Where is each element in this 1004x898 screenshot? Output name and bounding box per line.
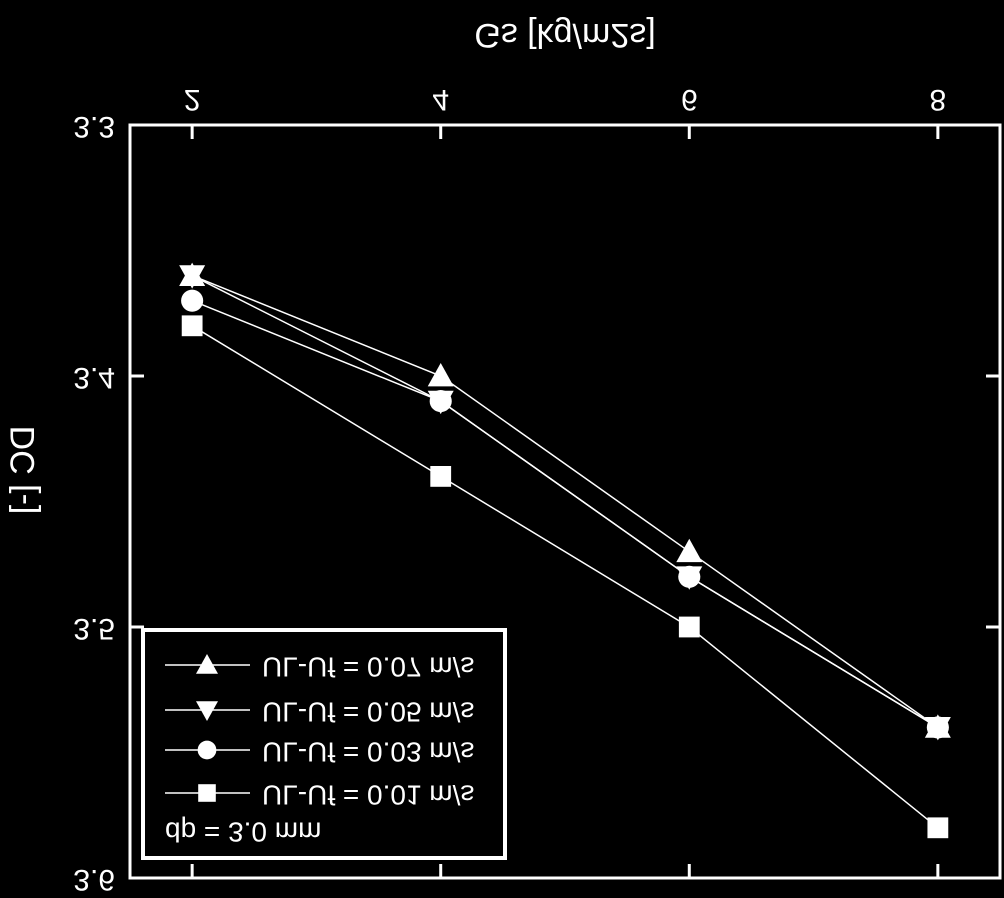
series-line [191,300,939,729]
legend-marker [196,654,218,674]
legend-label: UL-Uf = 0.01 m/s [262,780,474,811]
series-line [191,325,939,829]
legend-marker [197,740,217,760]
data-point [429,390,452,413]
y-tick-label: 3.3 [73,110,115,143]
legend-marker [196,701,218,721]
legend-marker [198,784,216,802]
x-tick-label: 8 [930,83,947,116]
data-point [181,315,203,337]
data-point [927,817,949,839]
y-axis-label: DC [-] [4,426,42,515]
x-axis-label: Gs [kg/m2s] [474,16,655,54]
series-line [191,274,939,729]
x-tick-label: 6 [681,83,698,116]
data-point [430,466,452,487]
legend-label: UL-Uf = 0.05 m/s [262,697,474,728]
y-tick-label: 3.6 [73,863,115,896]
data-point [678,616,700,638]
data-point [181,289,204,312]
legend-label: UL-Uf = 0.07 m/s [262,652,474,683]
y-tick-label: 3.4 [73,361,115,394]
x-tick-label: 2 [184,83,201,116]
annotation: dp = 3.0 mm [165,817,321,848]
data-point [676,538,703,563]
data-point [179,265,206,289]
plot-frame [128,123,1002,880]
legend-label: UL-Uf = 0.03 m/s [262,737,474,768]
y-tick-label: 3.5 [73,612,115,645]
data-point [678,565,701,588]
data-point [926,716,949,739]
data-point [427,363,454,387]
x-tick-label: 4 [432,83,449,116]
